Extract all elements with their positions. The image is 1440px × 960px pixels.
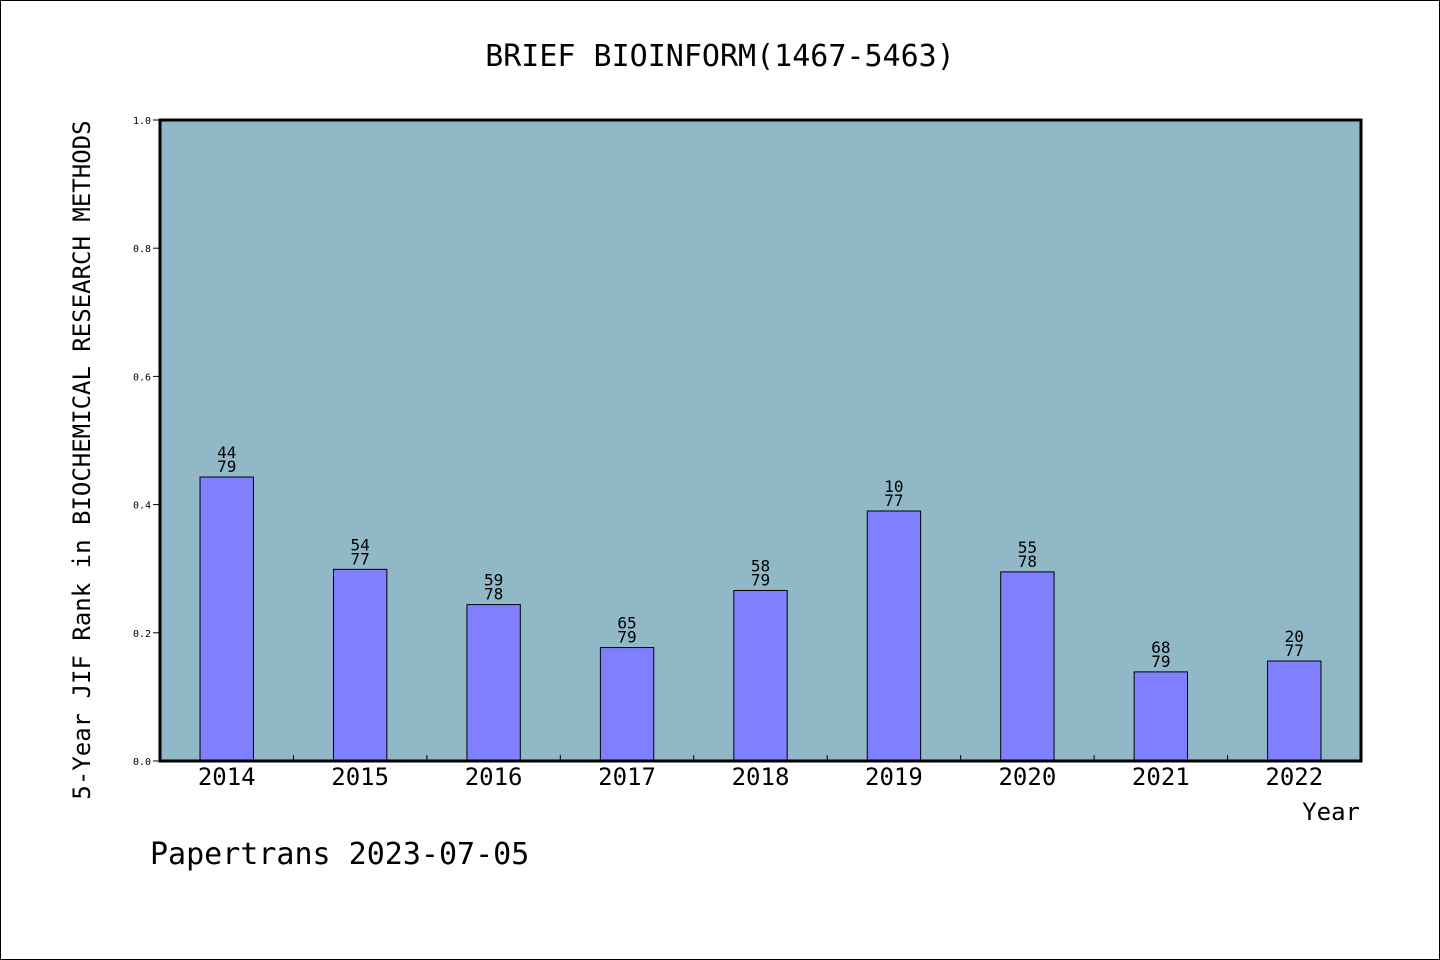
bar-label-rank: 44 xyxy=(217,443,236,462)
bar xyxy=(1000,571,1055,762)
x-tick-label: 2019 xyxy=(865,763,923,791)
x-tick-label: 2017 xyxy=(598,763,656,791)
bar xyxy=(466,604,521,762)
bar-label-total: 79 xyxy=(617,628,636,647)
bar-label-rank: 55 xyxy=(1018,538,1037,557)
y-tick-label: 0.2 xyxy=(133,629,151,640)
bar-label-rank: 20 xyxy=(1285,627,1304,646)
x-tick-label: 2020 xyxy=(998,763,1056,791)
x-axis: 2014 2015 2016 2017 2018 2019 2020 2021 2022 xyxy=(159,755,1362,791)
bar-label-rank: 59 xyxy=(484,571,503,590)
bar-label-total: 79 xyxy=(751,570,770,589)
bar-label-total: 78 xyxy=(484,585,503,604)
x-tick-label: 2021 xyxy=(1132,763,1190,791)
bar xyxy=(199,476,254,762)
x-tick-label: 2022 xyxy=(1265,763,1323,791)
bar-label-total: 77 xyxy=(884,491,903,510)
bar-label-total: 79 xyxy=(1151,652,1170,671)
bar-label-rank: 58 xyxy=(751,556,770,575)
footer-credit: Papertrans 2023-07-05 xyxy=(150,837,529,872)
y-tick-label: 1.0 xyxy=(133,116,151,127)
bar-label-total: 78 xyxy=(1018,552,1037,571)
bar-label-total: 77 xyxy=(1285,641,1304,660)
y-tick-label: 0.0 xyxy=(133,757,151,768)
bar xyxy=(332,568,388,762)
y-axis-label: 5-Year JIF Rank in BIOCHEMICAL RESEARCH … xyxy=(68,120,96,799)
x-tick-label: 2015 xyxy=(331,763,389,791)
y-tick-label: 0.6 xyxy=(133,372,151,383)
bar xyxy=(1133,671,1189,762)
plot-border xyxy=(158,118,1363,763)
y-tick-label: 0.8 xyxy=(133,244,151,255)
x-axis-label: Year xyxy=(1302,798,1360,826)
x-tick-label: 2016 xyxy=(465,763,523,791)
bar-label-rank: 54 xyxy=(351,535,370,554)
bar xyxy=(733,589,788,762)
bar xyxy=(866,510,922,762)
x-tick-label: 2014 xyxy=(198,763,256,791)
chart-title: BRIEF BIOINFORM(1467-5463) xyxy=(485,39,955,74)
y-axis: 0.0 0.2 0.4 0.6 0.8 1.0 xyxy=(133,116,160,768)
bar-label-rank: 65 xyxy=(617,614,636,633)
bar xyxy=(1267,660,1322,762)
y-tick-label: 0.4 xyxy=(133,501,151,512)
bar-label-rank: 68 xyxy=(1151,638,1170,657)
bar-label-rank: 10 xyxy=(884,477,903,496)
bar-label-total: 79 xyxy=(217,457,236,476)
bar xyxy=(599,647,655,762)
bar-label-total: 77 xyxy=(351,549,370,568)
x-tick-label: 2018 xyxy=(732,763,790,791)
